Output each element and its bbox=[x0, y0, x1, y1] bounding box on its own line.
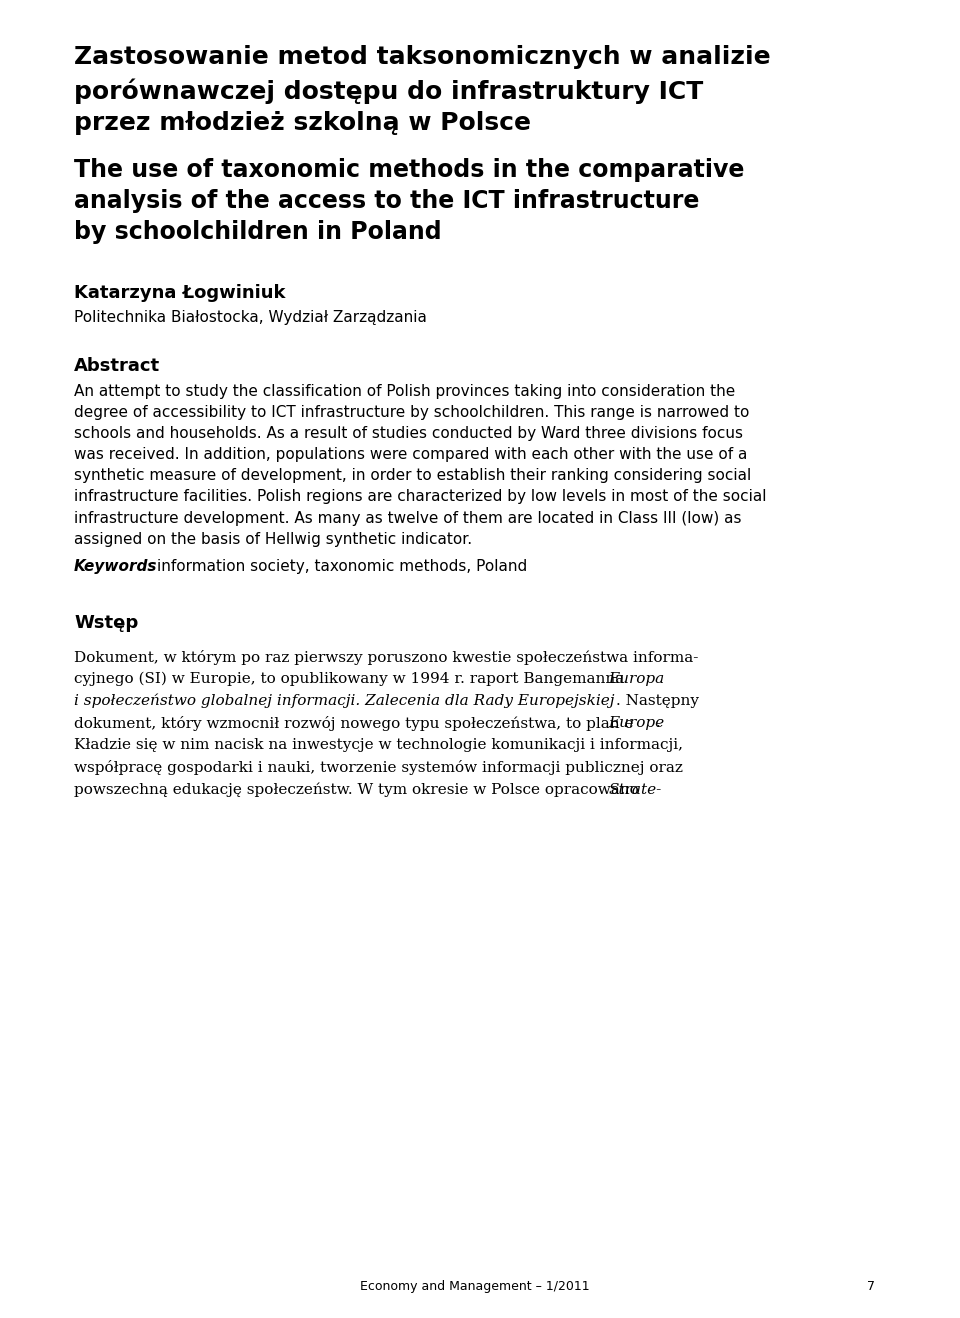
Text: Kładzie się w nim nacisk na inwestycje w technologie komunikacji i informacji,: Kładzie się w nim nacisk na inwestycje w… bbox=[74, 738, 684, 753]
Text: degree of accessibility to ICT infrastructure by schoolchildren. This range is n: degree of accessibility to ICT infrastru… bbox=[74, 405, 750, 420]
Text: infrastructure development. As many as twelve of them are located in Class III (: infrastructure development. As many as t… bbox=[74, 510, 742, 526]
Text: Strate-: Strate- bbox=[609, 783, 661, 796]
Text: synthetic measure of development, in order to establish their ranking considerin: synthetic measure of development, in ord… bbox=[74, 468, 752, 484]
Text: assigned on the basis of Hellwig synthetic indicator.: assigned on the basis of Hellwig synthet… bbox=[74, 531, 472, 547]
Text: Abstract: Abstract bbox=[74, 357, 160, 374]
Text: was received. In addition, populations were compared with each other with the us: was received. In addition, populations w… bbox=[74, 447, 748, 463]
Text: Europe: Europe bbox=[609, 716, 664, 730]
Text: analysis of the access to the ICT infrastructure: analysis of the access to the ICT infras… bbox=[74, 188, 700, 214]
Text: . Następny: . Następny bbox=[616, 693, 699, 708]
Text: : information society, taxonomic methods, Poland: : information society, taxonomic methods… bbox=[147, 559, 527, 573]
Text: przez młodzież szkolną w Polsce: przez młodzież szkolną w Polsce bbox=[74, 111, 531, 134]
Text: porównawczej dostępu do infrastruktury ICT: porównawczej dostępu do infrastruktury I… bbox=[74, 78, 704, 104]
Text: An attempt to study the classification of Polish provinces taking into considera: An attempt to study the classification o… bbox=[74, 384, 735, 399]
Text: dokument, który wzmocnił rozwój nowego typu społeczeństwa, to plan e: dokument, który wzmocnił rozwój nowego t… bbox=[74, 716, 634, 731]
Text: Katarzyna Łogwiniuk: Katarzyna Łogwiniuk bbox=[74, 285, 286, 302]
Text: Politechnika Białostocka, Wydział Zarządzania: Politechnika Białostocka, Wydział Zarząd… bbox=[74, 310, 427, 324]
Text: cyjnego (SI) w Europie, to opublikowany w 1994 r. raport Bangemanna: cyjnego (SI) w Europie, to opublikowany … bbox=[74, 672, 630, 687]
Text: Economy and Management – 1/2011: Economy and Management – 1/2011 bbox=[360, 1280, 589, 1293]
Text: powszechną edukację społeczeństw. W tym okresie w Polsce opracowano: powszechną edukację społeczeństw. W tym … bbox=[74, 783, 644, 797]
Text: Wstęp: Wstęp bbox=[74, 613, 138, 631]
Text: .: . bbox=[656, 716, 660, 730]
Text: Europa: Europa bbox=[609, 672, 664, 685]
Text: The use of taxonomic methods in the comparative: The use of taxonomic methods in the comp… bbox=[74, 158, 745, 182]
Text: infrastructure facilities. Polish regions are characterized by low levels in mos: infrastructure facilities. Polish region… bbox=[74, 489, 767, 505]
Text: schools and households. As a result of studies conducted by Ward three divisions: schools and households. As a result of s… bbox=[74, 426, 743, 442]
Text: Keywords: Keywords bbox=[74, 559, 157, 573]
Text: by schoolchildren in Poland: by schoolchildren in Poland bbox=[74, 220, 442, 244]
Text: i społeczeństwo globalnej informacji. Zalecenia dla Rady Europejskiej: i społeczeństwo globalnej informacji. Za… bbox=[74, 693, 614, 708]
Text: Zastosowanie metod taksonomicznych w analizie: Zastosowanie metod taksonomicznych w ana… bbox=[74, 45, 771, 69]
Text: współpracę gospodarki i nauki, tworzenie systemów informacji publicznej oraz: współpracę gospodarki i nauki, tworzenie… bbox=[74, 760, 683, 775]
Text: Dokument, w którym po raz pierwszy poruszono kwestie społeczeństwa informa-: Dokument, w którym po raz pierwszy porus… bbox=[74, 650, 699, 664]
Text: 7: 7 bbox=[867, 1280, 876, 1293]
